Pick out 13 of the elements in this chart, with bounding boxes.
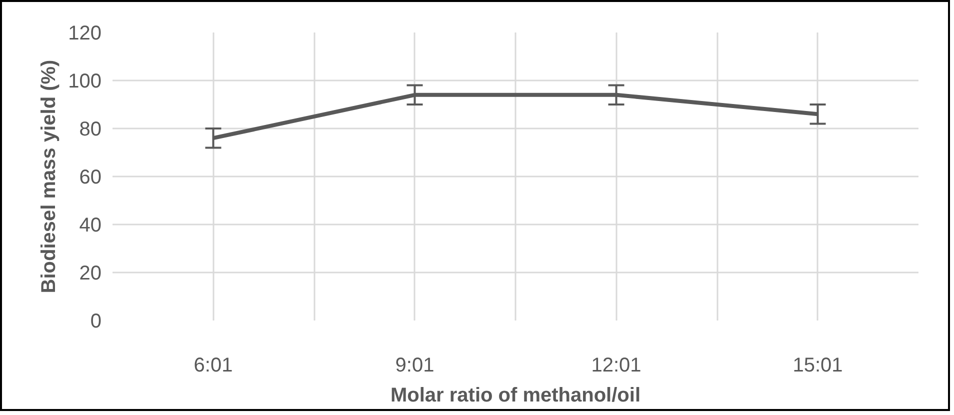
x-tick-label: 6:01 [194, 354, 233, 376]
y-tick-label: 100 [68, 70, 102, 92]
y-tick-label: 80 [79, 118, 102, 140]
x-tick-label: 9:01 [395, 354, 434, 376]
x-tick-label: 12:01 [591, 354, 642, 376]
y-tick-label: 0 [90, 310, 102, 332]
y-axis-title: Biodiesel mass yield (%) [38, 60, 60, 294]
x-tick-label: 15:01 [792, 354, 843, 376]
x-axis-title: Molar ratio of methanol/oil [390, 384, 641, 406]
y-tick-label: 120 [68, 22, 102, 44]
y-tick-label: 40 [79, 214, 102, 236]
y-tick-label: 20 [79, 262, 102, 284]
y-tick-label: 60 [79, 166, 102, 188]
